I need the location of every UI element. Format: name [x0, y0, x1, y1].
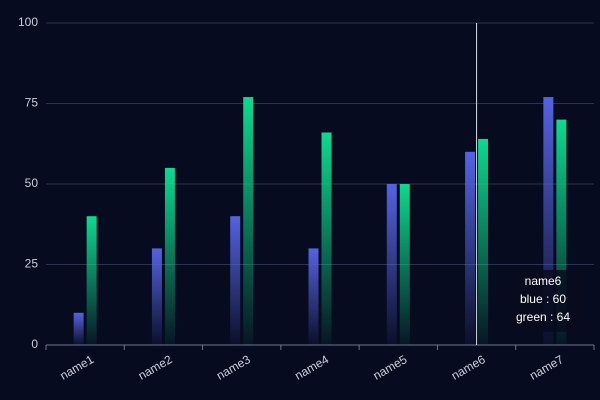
bar [164, 167, 175, 345]
x-tick-label: name6 [449, 352, 488, 383]
y-tick-label: 75 [25, 96, 39, 110]
x-tick-label: name5 [371, 352, 410, 383]
bar [308, 248, 319, 345]
tooltip-line: blue : 60 [520, 292, 566, 306]
bar [151, 248, 162, 345]
y-tick-label: 100 [18, 15, 38, 29]
bar [465, 151, 476, 345]
bar [399, 184, 410, 345]
x-tick-label: name1 [57, 352, 96, 383]
tooltip-box [507, 270, 585, 332]
y-tick-label: 25 [25, 257, 39, 271]
tooltip-line: green : 64 [516, 310, 570, 324]
bar [230, 216, 241, 345]
y-tick-label: 50 [25, 176, 39, 190]
bar [386, 184, 397, 345]
bar [556, 119, 567, 345]
bar [478, 138, 489, 345]
x-tick-label: name4 [292, 352, 331, 383]
bar [86, 216, 97, 345]
x-tick-label: name7 [527, 352, 566, 383]
x-tick-label: name2 [136, 352, 175, 383]
bar [321, 132, 332, 345]
bar [73, 312, 84, 345]
y-tick-label: 0 [31, 337, 38, 351]
bar [243, 97, 254, 345]
x-tick-label: name3 [214, 352, 253, 383]
bar [543, 97, 554, 345]
tooltip-title: name6 [525, 274, 562, 288]
tooltip: name6 blue : 60 green : 64 [507, 270, 585, 332]
